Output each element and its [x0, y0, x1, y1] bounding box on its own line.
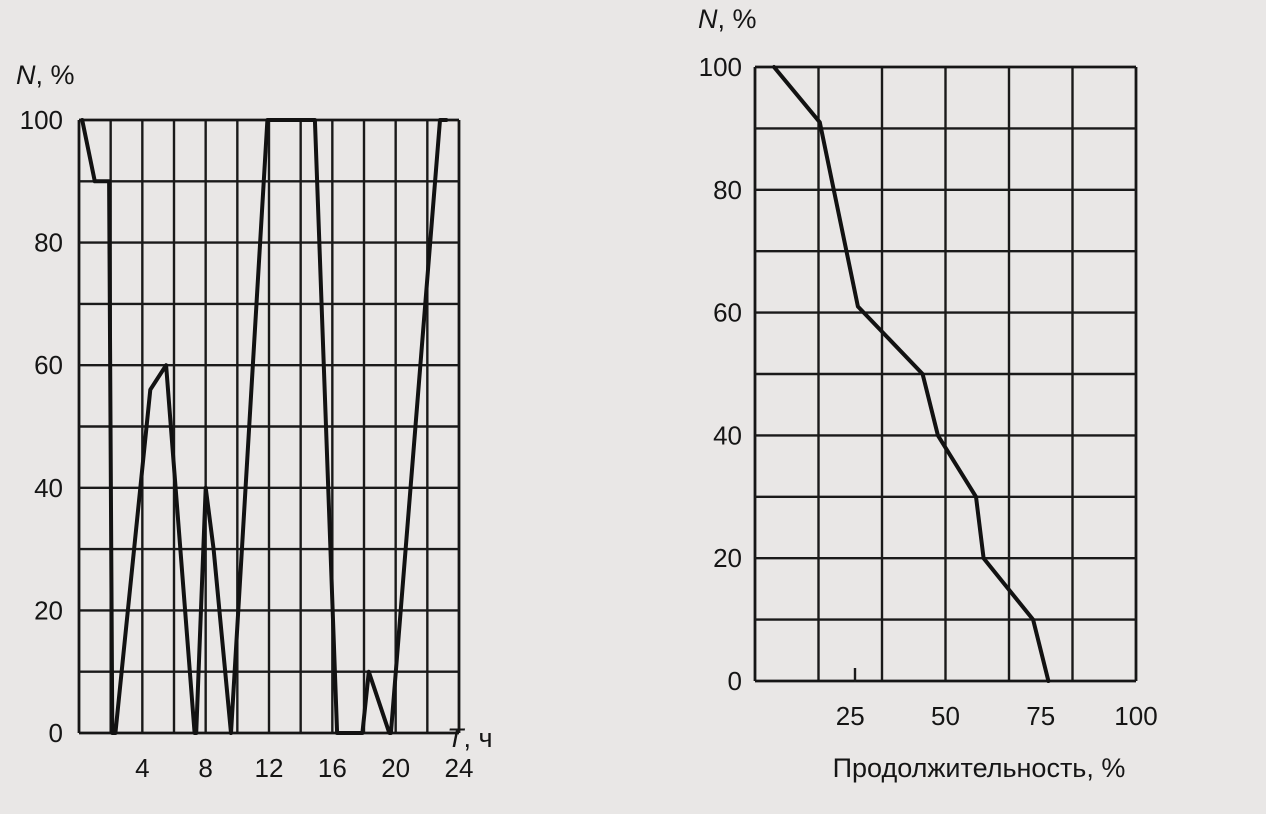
right-x-axis-title: Продолжительность, %: [833, 753, 1126, 783]
x-tick-label: 4: [135, 753, 149, 783]
x-tick-label: 8: [198, 753, 212, 783]
x-tick-label: 12: [255, 753, 284, 783]
left-y-tick-labels: 0 20 40 60 80 100: [20, 105, 63, 748]
left-grid: [77, 118, 461, 735]
right-series-line: [772, 65, 1051, 683]
right-x-tick-labels: 25 50 75 100: [836, 701, 1158, 731]
y-tick-label: 0: [49, 718, 63, 748]
x-tick-label: 75: [1026, 701, 1055, 731]
y-tick-label: 80: [713, 175, 742, 205]
right-grid: [753, 65, 1138, 683]
y-tick-label: 20: [713, 543, 742, 573]
y-tick-label: 40: [713, 420, 742, 450]
y-tick-label: 40: [34, 473, 63, 503]
chart-load-profile: 0 20 40 60 80 100 4 8 12 16 20 24 N, % T, ч: [16, 60, 493, 783]
y-tick-label: 100: [699, 52, 742, 82]
y-tick-label: 60: [34, 350, 63, 380]
x-tick-label: 24: [445, 753, 474, 783]
y-tick-label: 20: [34, 595, 63, 625]
right-y-tick-labels: 0 20 40 60 80 100: [699, 52, 742, 696]
chart-duration-curve: 0 20 40 60 80 100 25 50 75 100 N, % Продолжитель…: [698, 4, 1158, 783]
x-tick-label: 25: [836, 701, 865, 731]
left-series-line: [80, 118, 449, 735]
right-y-axis-title: N, %: [698, 4, 757, 34]
y-tick-label: 100: [20, 105, 63, 135]
x-tick-label: 16: [318, 753, 347, 783]
y-tick-label: 60: [713, 298, 742, 328]
left-x-axis-title: T, ч: [447, 723, 493, 753]
x-tick-label: 50: [931, 701, 960, 731]
y-tick-label: 0: [728, 666, 742, 696]
x-tick-label: 20: [381, 753, 410, 783]
left-x-tick-labels: 4 8 12 16 20 24: [135, 753, 473, 783]
left-y-axis-title: N, %: [16, 60, 75, 90]
y-tick-label: 80: [34, 228, 63, 258]
x-tick-label: 100: [1114, 701, 1157, 731]
